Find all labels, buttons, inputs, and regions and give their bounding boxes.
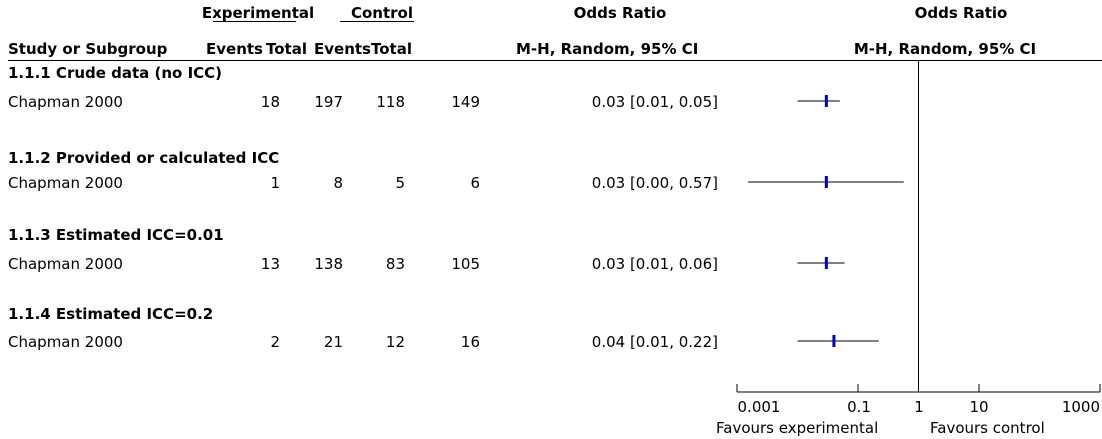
total-ctl: 16 bbox=[460, 333, 480, 351]
total-exp: 21 bbox=[323, 333, 343, 351]
events-exp: 1 bbox=[270, 174, 280, 192]
tick-label: 10 bbox=[969, 398, 989, 416]
header-experimental-underline bbox=[213, 21, 296, 22]
favours-experimental: Favours experimental bbox=[716, 419, 879, 437]
subgroup-title: 1.1.1 Crude data (no ICC) bbox=[8, 64, 223, 82]
study-name: Chapman 2000 bbox=[8, 93, 123, 111]
study-name: Chapman 2000 bbox=[8, 333, 123, 351]
point-estimate bbox=[832, 335, 836, 347]
subgroup-title: 1.1.4 Estimated ICC=0.2 bbox=[8, 305, 214, 323]
header-control-underline bbox=[340, 21, 414, 22]
header-total-ctl: Total bbox=[371, 40, 412, 58]
header-events-exp: Events bbox=[206, 40, 263, 58]
header-odds-ratio: Odds Ratio bbox=[573, 4, 667, 22]
header-method: M-H, Random, 95% CI bbox=[516, 40, 699, 58]
point-estimate bbox=[824, 176, 828, 188]
tick-label: 1000 bbox=[1061, 398, 1100, 416]
total-ctl: 149 bbox=[451, 93, 480, 111]
header-experimental: Experimental bbox=[201, 4, 315, 22]
total-exp: 138 bbox=[314, 255, 343, 273]
events-exp: 13 bbox=[260, 255, 280, 273]
tick-label: 1 bbox=[914, 398, 924, 416]
header-plot-odds-ratio: Odds Ratio bbox=[914, 4, 1008, 22]
total-exp: 197 bbox=[314, 93, 343, 111]
ci-text: 0.03 [0.00, 0.57] bbox=[591, 174, 718, 192]
header-study: Study or Subgroup bbox=[8, 40, 168, 58]
total-exp: 8 bbox=[333, 174, 343, 192]
header-events-ctl: Events bbox=[314, 40, 371, 58]
tick-label: 0.1 bbox=[847, 398, 871, 416]
ci-text: 0.03 [0.01, 0.06] bbox=[591, 255, 718, 273]
subgroup-title: 1.1.3 Estimated ICC=0.01 bbox=[8, 226, 224, 244]
events-ctl: 12 bbox=[385, 333, 405, 351]
header-control: Control bbox=[350, 4, 413, 22]
study-name: Chapman 2000 bbox=[8, 255, 123, 273]
study-name: Chapman 2000 bbox=[8, 174, 123, 192]
events-ctl: 5 bbox=[395, 174, 405, 192]
events-ctl: 118 bbox=[376, 93, 405, 111]
point-estimate bbox=[824, 95, 828, 107]
events-ctl: 83 bbox=[385, 255, 405, 273]
header-divider bbox=[8, 60, 1102, 61]
favours-control: Favours control bbox=[930, 419, 1045, 437]
events-exp: 18 bbox=[260, 93, 280, 111]
total-ctl: 6 bbox=[470, 174, 480, 192]
ci-text: 0.03 [0.01, 0.05] bbox=[591, 93, 718, 111]
header-plot-method: M-H, Random, 95% CI bbox=[853, 40, 1037, 58]
header-total-exp: Total bbox=[266, 40, 307, 58]
subgroup-title: 1.1.2 Provided or calculated ICC bbox=[8, 149, 280, 167]
tick-label: 0.001 bbox=[737, 398, 781, 416]
ci-text: 0.04 [0.01, 0.22] bbox=[591, 333, 718, 351]
events-exp: 2 bbox=[270, 333, 280, 351]
point-estimate bbox=[824, 257, 828, 269]
total-ctl: 105 bbox=[451, 255, 480, 273]
